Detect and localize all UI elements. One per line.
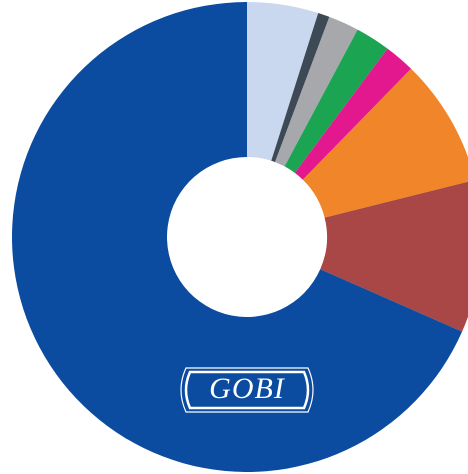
slice [284,29,388,173]
donut [11,2,468,472]
logo: GOBI [180,367,314,413]
slice [294,48,412,180]
logo-frame [184,370,310,410]
slice [271,13,330,163]
logo-frame-outer [180,367,314,413]
logo-text: GOBI [209,372,286,405]
slice [247,2,319,161]
slice [11,2,463,472]
slice [275,16,358,167]
slice [320,181,468,332]
slice [302,68,468,218]
